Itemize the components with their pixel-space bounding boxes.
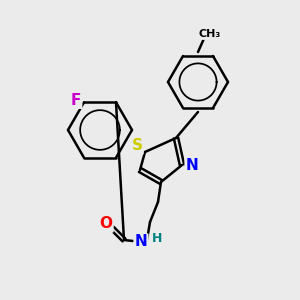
Text: H: H (152, 232, 162, 244)
Text: S: S (131, 139, 142, 154)
Text: O: O (100, 217, 112, 232)
Text: N: N (186, 158, 198, 172)
Text: CH₃: CH₃ (199, 29, 221, 39)
Text: N: N (135, 235, 147, 250)
Text: F: F (71, 93, 81, 108)
